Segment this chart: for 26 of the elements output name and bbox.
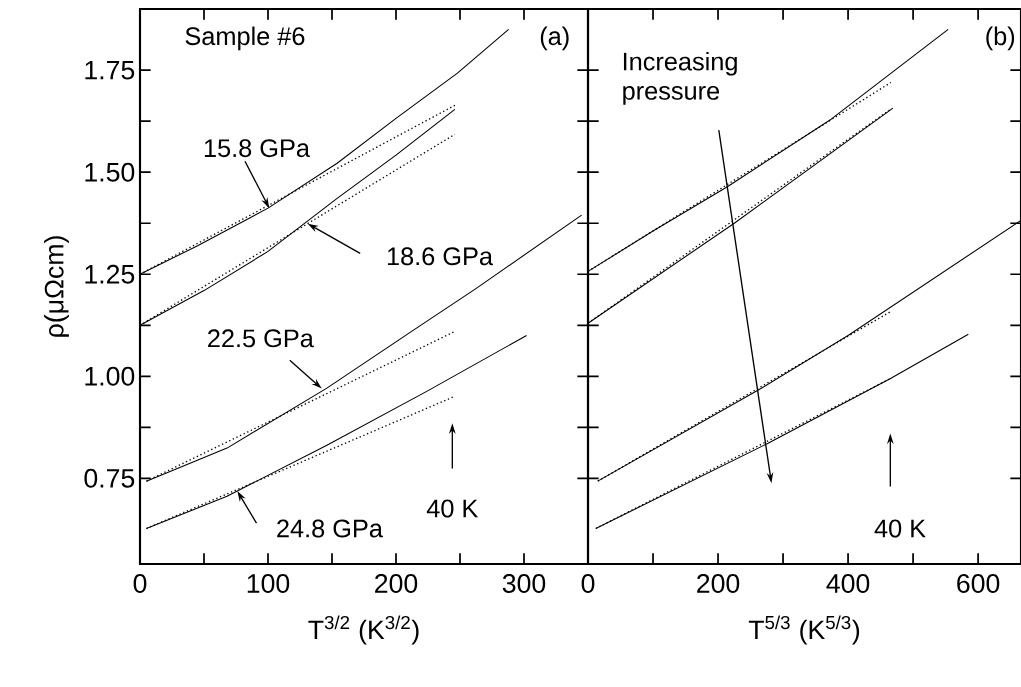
x-axis-title: T$^{5/3}$ (K$^{5/3}$)	[748, 615, 860, 645]
x-tick-label: 100	[247, 574, 290, 593]
x-tick-label: 0	[581, 574, 595, 593]
annotation: 24.8 GPa	[277, 519, 383, 538]
annotation: 22.5 GPa	[208, 329, 314, 348]
annotation: (b)	[986, 26, 1015, 51]
annotation: 18.6 GPa	[387, 247, 494, 266]
annotation: 15.8 GPa	[204, 139, 310, 158]
annotation: (a)	[540, 26, 569, 51]
y-tick-label: 1.25	[85, 264, 135, 284]
x-tick-label: 0	[133, 574, 147, 593]
y-tick-label: 1.75	[85, 60, 135, 80]
x-tick-label: 300	[502, 574, 546, 593]
x-tick-label: 400	[826, 574, 870, 593]
x-axis-title: T$^{3/2}$ (K$^{3/2}$)	[308, 615, 419, 645]
text: 1.50	[85, 162, 135, 182]
annotation: 40 K	[426, 499, 479, 518]
x-tick-label: 600	[957, 574, 1000, 593]
y-axis-title: ρ(μΩcm)	[44, 236, 69, 337]
text: 1.00	[85, 366, 135, 386]
annotation: Increasing pressure	[623, 51, 737, 105]
annotation: 40 K	[874, 519, 926, 538]
annotation: Sample #6	[185, 26, 305, 51]
y-tick-label: 0.75	[84, 468, 135, 488]
x-tick-label: 200	[375, 574, 418, 593]
x-tick-label: 200	[697, 574, 740, 593]
